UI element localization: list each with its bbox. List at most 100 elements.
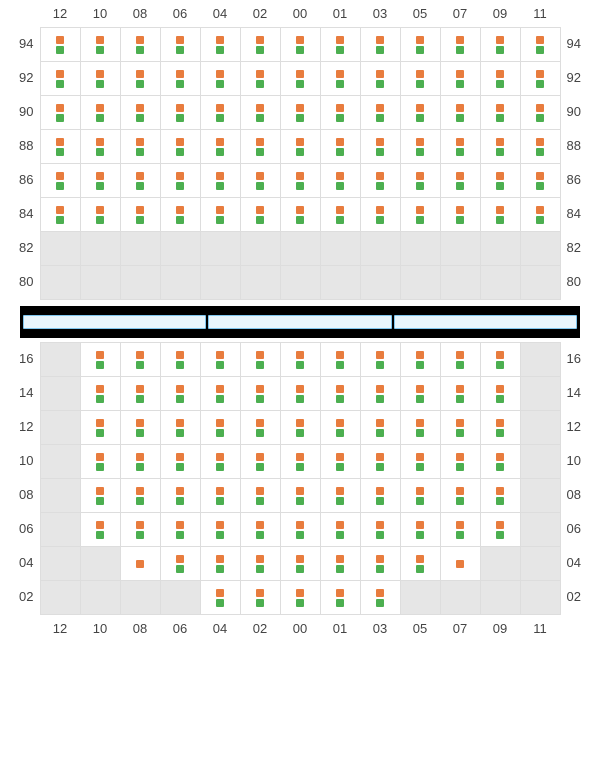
rack-cell[interactable] <box>481 130 521 164</box>
rack-cell[interactable] <box>41 479 81 513</box>
rack-cell[interactable] <box>41 513 81 547</box>
rack-cell[interactable] <box>121 343 161 377</box>
rack-cell[interactable] <box>321 343 361 377</box>
rack-cell[interactable] <box>41 377 81 411</box>
rack-cell[interactable] <box>241 96 281 130</box>
rack-cell[interactable] <box>121 96 161 130</box>
rack-cell[interactable] <box>521 266 561 300</box>
rack-cell[interactable] <box>321 130 361 164</box>
rack-cell[interactable] <box>41 343 81 377</box>
rack-cell[interactable] <box>201 513 241 547</box>
rack-cell[interactable] <box>401 232 441 266</box>
rack-cell[interactable] <box>41 266 81 300</box>
rack-cell[interactable] <box>441 62 481 96</box>
rack-cell[interactable] <box>481 232 521 266</box>
rack-cell[interactable] <box>361 266 401 300</box>
rack-cell[interactable] <box>481 377 521 411</box>
rack-cell[interactable] <box>281 28 321 62</box>
rack-cell[interactable] <box>121 266 161 300</box>
rack-cell[interactable] <box>121 479 161 513</box>
rack-cell[interactable] <box>321 411 361 445</box>
rack-cell[interactable] <box>281 343 321 377</box>
rack-cell[interactable] <box>81 445 121 479</box>
rack-cell[interactable] <box>41 581 81 615</box>
rack-cell[interactable] <box>321 232 361 266</box>
rack-cell[interactable] <box>521 581 561 615</box>
rack-cell[interactable] <box>321 62 361 96</box>
rack-cell[interactable] <box>481 266 521 300</box>
rack-cell[interactable] <box>161 377 201 411</box>
rack-cell[interactable] <box>521 96 561 130</box>
rack-cell[interactable] <box>81 266 121 300</box>
rack-cell[interactable] <box>401 96 441 130</box>
rack-cell[interactable] <box>241 479 281 513</box>
rack-cell[interactable] <box>281 445 321 479</box>
rack-cell[interactable] <box>441 411 481 445</box>
rack-cell[interactable] <box>201 198 241 232</box>
rack-cell[interactable] <box>81 479 121 513</box>
rack-cell[interactable] <box>41 547 81 581</box>
rack-cell[interactable] <box>121 164 161 198</box>
rack-cell[interactable] <box>361 130 401 164</box>
rack-cell[interactable] <box>401 411 441 445</box>
rack-cell[interactable] <box>441 266 481 300</box>
rack-cell[interactable] <box>361 343 401 377</box>
rack-cell[interactable] <box>481 411 521 445</box>
rack-cell[interactable] <box>281 198 321 232</box>
rack-cell[interactable] <box>481 28 521 62</box>
rack-cell[interactable] <box>121 411 161 445</box>
rack-cell[interactable] <box>401 266 441 300</box>
rack-cell[interactable] <box>201 581 241 615</box>
rack-cell[interactable] <box>161 28 201 62</box>
rack-cell[interactable] <box>161 343 201 377</box>
rack-cell[interactable] <box>481 581 521 615</box>
rack-cell[interactable] <box>161 411 201 445</box>
rack-cell[interactable] <box>361 445 401 479</box>
rack-cell[interactable] <box>401 547 441 581</box>
rack-cell[interactable] <box>201 28 241 62</box>
rack-cell[interactable] <box>361 198 401 232</box>
rack-cell[interactable] <box>241 232 281 266</box>
rack-cell[interactable] <box>121 377 161 411</box>
rack-cell[interactable] <box>441 581 481 615</box>
rack-cell[interactable] <box>241 581 281 615</box>
rack-cell[interactable] <box>281 266 321 300</box>
rack-cell[interactable] <box>201 411 241 445</box>
rack-cell[interactable] <box>361 96 401 130</box>
rack-cell[interactable] <box>401 581 441 615</box>
rack-cell[interactable] <box>441 130 481 164</box>
rack-cell[interactable] <box>441 164 481 198</box>
rack-cell[interactable] <box>121 513 161 547</box>
rack-cell[interactable] <box>41 164 81 198</box>
rack-cell[interactable] <box>241 62 281 96</box>
rack-cell[interactable] <box>281 547 321 581</box>
rack-cell[interactable] <box>481 96 521 130</box>
rack-cell[interactable] <box>281 479 321 513</box>
rack-cell[interactable] <box>41 232 81 266</box>
rack-cell[interactable] <box>281 581 321 615</box>
rack-cell[interactable] <box>521 62 561 96</box>
rack-cell[interactable] <box>241 445 281 479</box>
rack-cell[interactable] <box>281 96 321 130</box>
rack-cell[interactable] <box>321 581 361 615</box>
rack-cell[interactable] <box>521 343 561 377</box>
rack-cell[interactable] <box>281 130 321 164</box>
rack-cell[interactable] <box>201 377 241 411</box>
rack-cell[interactable] <box>161 513 201 547</box>
rack-cell[interactable] <box>401 198 441 232</box>
rack-cell[interactable] <box>81 164 121 198</box>
rack-cell[interactable] <box>401 479 441 513</box>
rack-cell[interactable] <box>161 62 201 96</box>
rack-cell[interactable] <box>401 513 441 547</box>
rack-cell[interactable] <box>281 377 321 411</box>
rack-cell[interactable] <box>81 232 121 266</box>
rack-cell[interactable] <box>521 28 561 62</box>
rack-cell[interactable] <box>441 28 481 62</box>
rack-cell[interactable] <box>521 445 561 479</box>
rack-cell[interactable] <box>81 377 121 411</box>
rack-cell[interactable] <box>481 62 521 96</box>
rack-cell[interactable] <box>281 411 321 445</box>
rack-cell[interactable] <box>201 266 241 300</box>
rack-cell[interactable] <box>241 411 281 445</box>
rack-cell[interactable] <box>441 479 481 513</box>
